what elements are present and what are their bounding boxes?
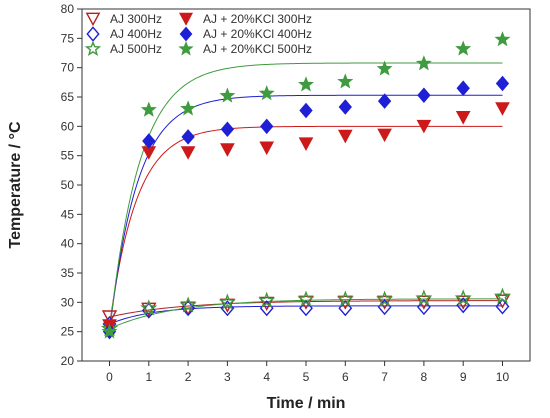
legend-label: AJ + 20%KCl 300Hz [203,12,312,26]
x-tick-label: 3 [224,370,231,384]
data-point [376,290,394,307]
y-tick-label: 50 [61,178,75,192]
x-tick-label: 5 [303,370,310,384]
fit-curve [109,94,503,332]
x-tick-label: 6 [342,370,349,384]
data-point [336,290,354,307]
data-point [299,300,313,317]
data-point [101,323,118,339]
data-point [494,31,511,47]
data-point [142,133,156,149]
data-point [220,143,235,157]
data-point [415,289,433,306]
x-tick-label: 9 [460,370,467,384]
data-point [415,55,432,71]
y-tick-label: 35 [61,266,75,280]
data-point [337,129,353,144]
data-point [454,289,472,306]
x-tick-label: 1 [145,370,152,384]
y-tick-label: 60 [61,119,75,133]
legend-label: AJ 500Hz [110,42,162,56]
y-tick-label: 65 [61,90,75,104]
y-tick-label: 80 [61,2,75,16]
x-tick-label: 2 [185,370,192,384]
y-tick-label: 25 [61,325,75,339]
data-point [338,300,353,317]
data-point [181,129,195,145]
data-point [376,60,393,76]
x-tick-label: 4 [263,370,270,384]
data-point [220,121,235,138]
x-tick-label: 10 [496,370,510,384]
data-point [417,87,431,104]
x-tick-label: 8 [421,370,428,384]
data-point [377,93,392,109]
data-point [455,40,472,56]
data-point [258,291,276,308]
y-tick-label: 20 [61,354,75,368]
data-point [495,102,510,116]
data-point [140,101,157,117]
x-tick-label: 7 [381,370,388,384]
data-point [298,137,314,151]
data-point [495,75,510,92]
data-point [337,73,354,89]
legend-marker [179,26,193,42]
data-point [179,296,197,313]
data-point [416,298,431,316]
legend-marker [178,40,194,56]
data-point [456,80,470,96]
data-point [219,87,236,103]
legend-label: AJ + 20%KCl 400Hz [203,27,312,41]
data-point [493,287,512,304]
y-tick-label: 75 [61,31,75,45]
data-point [180,100,197,116]
y-tick-label: 40 [61,237,75,251]
legend-label: AJ + 20%KCl 500Hz [203,42,312,56]
y-tick-label: 45 [61,207,75,221]
data-point [140,299,158,316]
y-tick-label: 30 [61,295,75,309]
legend-label: AJ 400Hz [110,27,162,41]
y-tick-label: 55 [61,149,75,163]
y-tick-label: 70 [61,61,75,75]
legend-label: AJ 300Hz [110,12,162,26]
data-point [180,146,196,160]
data-point [338,99,352,115]
legend-marker [84,40,102,56]
y-axis-title: Temperature / °C [7,121,24,248]
data-point [101,310,118,325]
legend-marker [85,12,101,27]
data-point [218,293,236,310]
fit-curve [109,62,503,332]
data-point [260,118,274,135]
data-point [495,298,510,315]
x-tick-label: 0 [106,370,113,384]
legend-marker [178,12,194,26]
data-point [377,128,392,143]
data-point [297,290,315,307]
data-point [258,85,275,101]
data-point [259,141,275,156]
data-point [298,76,314,92]
fit-curve [109,125,503,326]
data-point [299,102,313,119]
data-point [416,119,432,134]
data-point [455,111,471,125]
x-axis-title: Time / min [267,395,346,412]
